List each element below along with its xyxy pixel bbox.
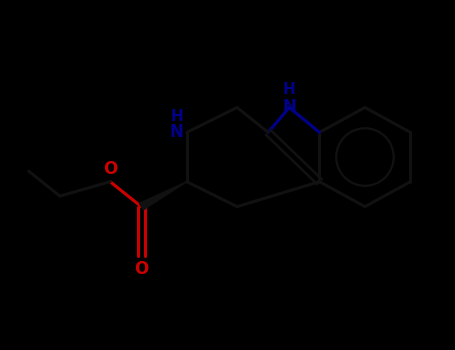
Polygon shape [139, 182, 187, 210]
Text: N: N [169, 123, 183, 141]
Text: H: H [170, 109, 183, 124]
Text: O: O [134, 260, 148, 278]
Text: O: O [103, 160, 117, 178]
Text: N: N [283, 98, 296, 117]
Text: H: H [283, 82, 296, 97]
